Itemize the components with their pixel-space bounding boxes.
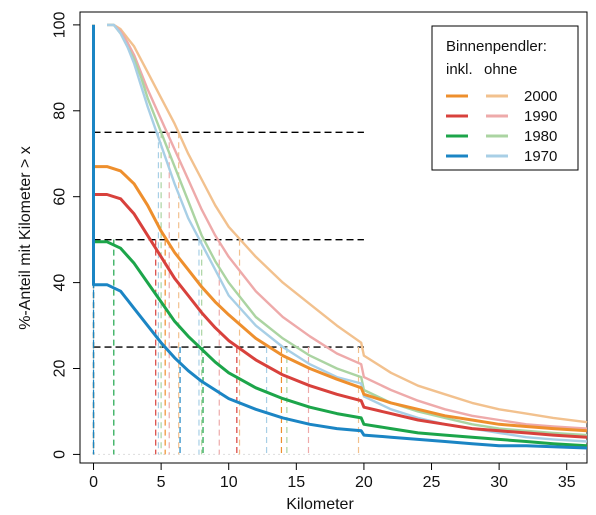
series-line-1980-ohne [107,23,588,437]
series-line-2000-ohne [107,23,588,424]
x-tick-label: 25 [423,474,441,491]
y-tick-label: 80 [52,102,69,120]
legend-label: 1980 [524,128,557,145]
x-tick-label: 0 [89,474,98,491]
series-line-1990-ohne [107,23,588,430]
legend-label: 1970 [524,148,557,165]
x-tick-label: 30 [490,474,508,491]
y-tick-label: 20 [52,360,69,378]
series-line-2000-inkl [92,24,588,433]
series-lines [92,23,588,450]
legend-box [431,25,579,171]
y-axis: 0 20 40 60 80 100 [52,11,80,459]
x-tick-label: 5 [157,474,166,491]
series-line-1970-inkl [92,24,588,450]
legend-label: 2000 [524,88,557,105]
x-axis-label: Kilometer [286,496,354,513]
x-tick-label: 10 [220,474,238,491]
legend-title: Binnenpendler: [446,38,547,55]
y-axis-label: %-Anteil mit Kilometer > x [17,146,34,330]
series-line-1980-inkl [92,24,588,448]
series-line-1990-inkl [92,24,588,439]
y-tick-label: 100 [52,11,69,38]
legend-col-ohne: ohne [484,61,517,78]
legend: Binnenpendler: inkl. ohne 2000 1990 1980 19… [431,25,579,171]
quartile-markers [92,132,360,455]
x-tick-label: 20 [355,474,373,491]
legend-label: 1990 [524,108,557,125]
x-tick-label: 35 [558,474,576,491]
legend-col-inkl: inkl. [446,61,473,78]
legend-rows: 2000 1990 1980 1970 [446,88,557,165]
y-tick-label: 0 [52,450,69,459]
y-tick-label: 40 [52,274,69,292]
x-tick-label: 15 [287,474,305,491]
reference-lines [93,131,587,455]
x-axis: 0 5 10 15 20 25 30 35 [89,463,576,491]
plot-frame [79,11,588,464]
y-tick-label: 60 [52,188,69,206]
